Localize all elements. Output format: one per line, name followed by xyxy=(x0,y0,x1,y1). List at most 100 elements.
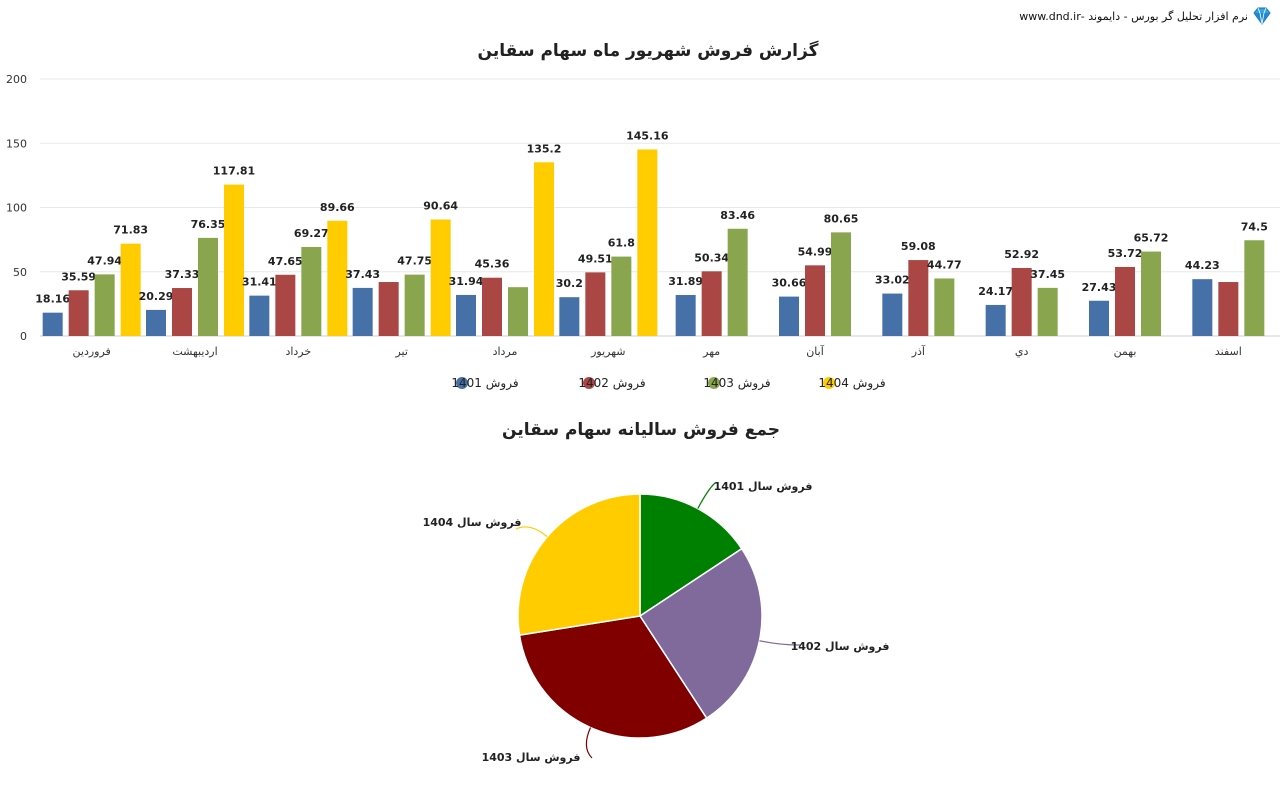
bar xyxy=(701,271,722,336)
pie-leader-line xyxy=(585,727,593,759)
bar xyxy=(779,296,799,336)
x-tick-label: آبان xyxy=(806,344,824,358)
data-label: 45.36 xyxy=(475,258,510,271)
x-tick-label: مرداد xyxy=(493,345,518,358)
data-label: 50.34 xyxy=(694,251,729,264)
x-tick-label: مهر xyxy=(702,345,720,358)
pie-slice xyxy=(517,493,641,636)
bar xyxy=(908,260,929,336)
data-label: 89.66 xyxy=(320,201,355,214)
data-label: 52.92 xyxy=(1004,248,1039,261)
bar xyxy=(831,232,851,336)
legend-label: فروش 1401 xyxy=(451,376,518,391)
data-label: 35.59 xyxy=(61,270,96,283)
diamond-icon xyxy=(1253,7,1271,25)
data-label: 30.2 xyxy=(556,277,583,290)
data-label: 54.99 xyxy=(798,245,833,258)
bar xyxy=(301,246,322,336)
data-label: 30.66 xyxy=(772,277,807,290)
bar xyxy=(94,274,115,336)
data-label: 20.29 xyxy=(139,290,174,303)
bar xyxy=(224,184,244,336)
bar-chart-marks: 18.16 35.59 47.94 71.83 20.29 37.33 76.35 117.8… xyxy=(35,129,1268,336)
x-tick-label: اردیبهشت xyxy=(172,345,217,358)
bar xyxy=(172,288,192,336)
pie-chart-title: جمع فروش سالیانه سهام سقاین xyxy=(502,420,780,440)
data-label: 135.2 xyxy=(527,142,562,155)
bar xyxy=(327,220,348,336)
bar xyxy=(805,265,825,336)
x-tick-label: تیر xyxy=(394,345,407,358)
data-label: 76.35 xyxy=(191,218,226,231)
legend-marker xyxy=(823,377,835,389)
bar xyxy=(559,297,580,336)
bar xyxy=(1218,282,1239,336)
pie-slice xyxy=(518,615,708,739)
bar xyxy=(675,295,696,336)
y-tick-label: 150 xyxy=(6,137,27,150)
data-label: 24.17 xyxy=(978,285,1013,298)
data-label: 44.77 xyxy=(927,258,962,271)
data-label: 37.45 xyxy=(1030,268,1065,281)
header: نرم افزار تحلیل گر بورس - دایموند -www.d… xyxy=(1019,6,1272,26)
data-label: 18.16 xyxy=(35,293,70,306)
bar xyxy=(482,277,502,336)
y-tick-label: 200 xyxy=(6,73,27,86)
data-label: 83.46 xyxy=(720,209,755,222)
data-label: 49.51 xyxy=(578,252,613,265)
y-tick-label: 100 xyxy=(6,202,27,215)
data-label: 37.33 xyxy=(165,268,200,281)
bar xyxy=(68,290,89,336)
pie-leader-line xyxy=(697,482,716,509)
y-tick-label: 0 xyxy=(20,330,27,343)
data-label: 69.27 xyxy=(294,227,329,240)
data-label: 59.08 xyxy=(901,240,936,253)
bar xyxy=(404,274,425,336)
pie-label: فروش سال 1404 xyxy=(423,516,522,529)
data-label: 31.94 xyxy=(449,275,484,288)
bar xyxy=(198,237,218,336)
data-label: 47.75 xyxy=(397,255,432,268)
pie-label: فروش سال 1403 xyxy=(482,751,581,764)
bar xyxy=(727,228,748,336)
bar xyxy=(882,293,903,336)
pie-label: فروش سال 1402 xyxy=(791,640,890,653)
bar-chart-x-labels: فروردین اردیبهشت خرداد تیر مرداد شهریور مهر آبا… xyxy=(73,344,1242,358)
bar-chart-legend: فروش 1401 فروش 1402 فروش 1403 فروش 1404 xyxy=(451,376,885,391)
data-label: 74.5 xyxy=(1241,220,1268,233)
bar xyxy=(1141,251,1161,336)
legend-label: فروش 1404 xyxy=(818,376,885,391)
bar xyxy=(508,287,528,336)
pie-leader-line xyxy=(515,526,548,538)
data-label: 117.81 xyxy=(213,165,255,178)
legend-label: فروش 1402 xyxy=(578,376,645,391)
pie-label: فروش سال 1401 xyxy=(714,480,813,493)
bar xyxy=(378,282,399,336)
bar xyxy=(249,295,270,336)
bar xyxy=(1011,267,1032,336)
data-label: 31.41 xyxy=(242,276,277,289)
data-label: 47.65 xyxy=(268,255,303,268)
x-tick-label: بهمن xyxy=(1114,345,1137,358)
bar xyxy=(1115,266,1135,336)
brand-text: نرم افزار تحلیل گر بورس - دایموند -www.d… xyxy=(1019,9,1248,23)
data-label: 71.83 xyxy=(113,224,148,237)
data-label: 37.43 xyxy=(345,268,380,281)
bar xyxy=(430,219,451,336)
data-label: 27.43 xyxy=(1082,281,1117,294)
x-tick-label: دي xyxy=(1015,345,1029,358)
data-label: 53.72 xyxy=(1108,247,1143,260)
bar xyxy=(146,309,166,336)
data-label: 65.72 xyxy=(1134,232,1169,245)
bar xyxy=(1244,240,1265,336)
bar-chart-grid: 0 50 100 150 200 xyxy=(6,73,1280,343)
legend-marker xyxy=(583,377,595,389)
legend-marker xyxy=(708,377,720,389)
x-tick-label: خرداد xyxy=(285,345,311,358)
bar xyxy=(1037,287,1058,336)
x-tick-label: شهریور xyxy=(590,345,625,358)
data-label: 44.23 xyxy=(1185,259,1220,272)
x-tick-label: اسفند xyxy=(1215,345,1242,358)
data-label: 90.64 xyxy=(423,200,458,213)
y-tick-label: 50 xyxy=(13,266,27,279)
